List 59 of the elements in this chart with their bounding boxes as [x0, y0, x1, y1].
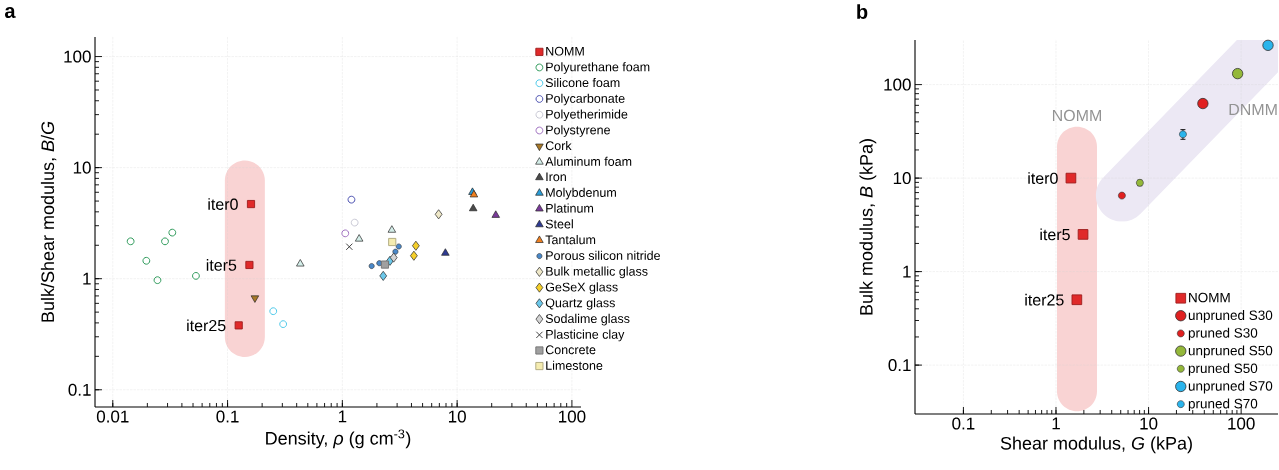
legend-label: Plasticine clay — [546, 329, 625, 342]
annotation: iter0 — [208, 198, 238, 210]
annotation: iter5 — [206, 259, 237, 271]
x-tick-label: 1 — [1052, 417, 1060, 430]
x-tick-label: 0.1 — [952, 417, 975, 430]
legend-label: Polyetherimide — [546, 109, 628, 122]
legend-label: Platinum — [546, 203, 594, 213]
legend-label: Tantalum — [545, 235, 596, 245]
y-tick-label: 1 — [903, 265, 911, 278]
legend-label: Polyurethane foam — [546, 62, 650, 74]
x-tick-label: 10 — [448, 410, 466, 423]
x-axis-title: Shear modulus, G (kPa) — [1000, 436, 1192, 454]
legend-label: Aluminum foam — [545, 156, 632, 166]
x-tick-label: 100 — [559, 410, 586, 423]
legend-label: pruned S30 — [1188, 327, 1258, 341]
y-tick-label: 0.1 — [888, 359, 911, 372]
legend-label: NOMM — [1189, 292, 1230, 303]
y-tick-label: 100 — [884, 78, 911, 91]
y-tick-label: 10 — [73, 161, 91, 174]
legend-label: Iron — [546, 172, 566, 182]
annotation: iter25 — [1025, 293, 1064, 306]
y-tick-label: 0.1 — [68, 383, 91, 396]
y-axis-title: Bulk modulus, B (kPa) — [859, 139, 877, 315]
annotation: iter25 — [187, 319, 226, 332]
legend-label: Steel — [545, 219, 573, 229]
x-tick-label: 10 — [1140, 417, 1158, 430]
legend-label: Polycarbonate — [546, 93, 625, 106]
legend-label: Bulk metallic glass — [546, 266, 648, 279]
legend-label: Porous silicon nitride — [546, 250, 660, 260]
x-axis-title: Density, ρ (g cm$^{-3}$) — [266, 429, 411, 449]
x-tick-label: 100 — [1228, 417, 1255, 430]
chart-title: a — [4, 7, 16, 18]
annotation: NOMM — [1052, 109, 1101, 122]
legend-label: NOMM — [546, 46, 584, 56]
annotation: iter5 — [1040, 228, 1070, 241]
legend-label: GeSeX glass — [545, 282, 618, 294]
legend-label: unpruned S30 — [1188, 310, 1273, 323]
legend-label: Silicone foam — [545, 77, 620, 88]
legend-label: pruned S70 — [1188, 398, 1258, 412]
legend-label: Quartz glass — [545, 298, 615, 310]
legend-label: Cork — [545, 140, 572, 151]
x-tick-label: 0.01 — [96, 410, 129, 423]
legend-label: Sodalime glass — [545, 313, 630, 326]
legend-label: Polystyrene — [546, 125, 610, 137]
y-tick-label: 1 — [83, 272, 91, 285]
x-tick-label: 1 — [338, 410, 347, 423]
legend-label: Limestone — [546, 360, 603, 370]
legend-label: unpruned S50 — [1188, 345, 1273, 359]
legend-label: Concrete — [545, 345, 596, 355]
y-tick-label: 10 — [893, 172, 911, 185]
annotation: iter0 — [1028, 172, 1058, 184]
y-axis-title: Bulk/Shear modulus, B/G — [40, 121, 57, 322]
legend-label: Molybdenum — [546, 187, 616, 200]
x-tick-label: 0.1 — [216, 410, 239, 423]
y-tick-label: 100 — [64, 50, 91, 63]
chart-title: b — [857, 4, 868, 19]
annotation: DNMM — [1229, 103, 1277, 115]
legend-label: pruned S50 — [1188, 363, 1258, 376]
legend-label: unpruned S70 — [1188, 380, 1273, 394]
